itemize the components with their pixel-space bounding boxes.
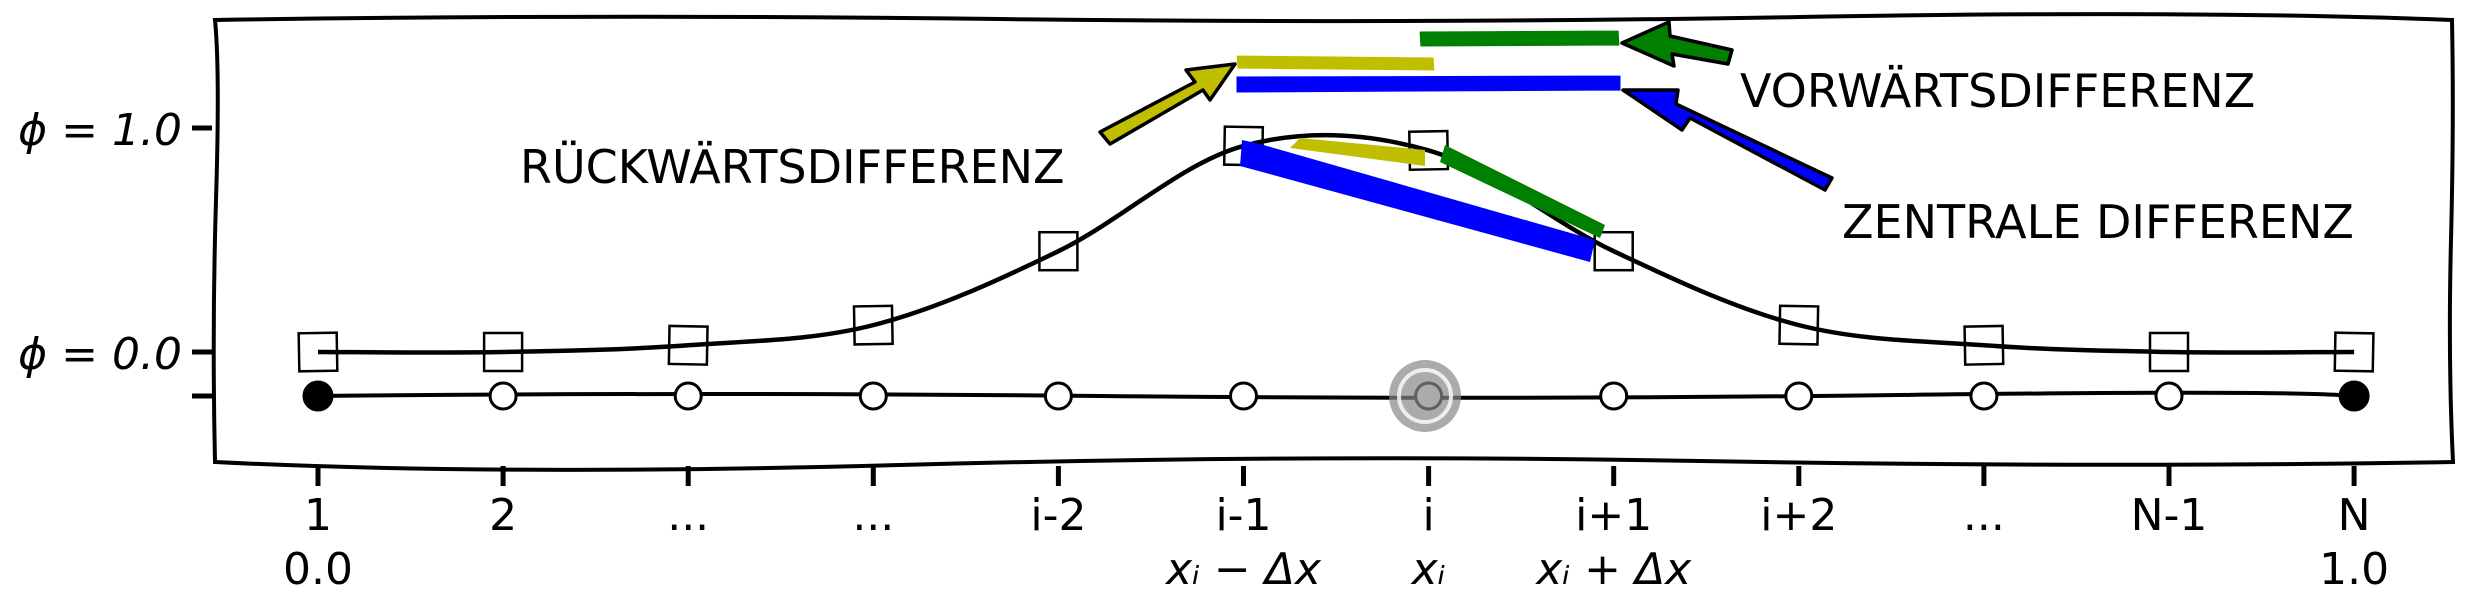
phi-marker bbox=[1038, 230, 1079, 272]
phi-marker bbox=[2148, 331, 2190, 373]
x-tick-label-coordinate: xᵢ + Δx bbox=[1534, 544, 1692, 595]
arrows bbox=[1098, 20, 1834, 192]
grid-node bbox=[1229, 381, 1258, 411]
x-axis: 10.0 2...... i-2 i-1xᵢ − Δx ixᵢ i+1xᵢ + Δx i+2… bbox=[283, 466, 2389, 595]
grid-node bbox=[488, 381, 518, 411]
phi-marker bbox=[852, 304, 894, 346]
grid-node bbox=[1043, 381, 1073, 411]
x-tick-label-index: i-2 bbox=[1030, 490, 1086, 541]
plot-frame bbox=[211, 12, 2456, 472]
grid-node bbox=[1599, 381, 1629, 411]
x-tick-label-index: i+1 bbox=[1575, 490, 1652, 541]
central-reference-bar bbox=[1233, 72, 1624, 96]
x-tick-label-index: 1 bbox=[304, 490, 332, 541]
x-tick-label-index: ... bbox=[1963, 490, 2005, 541]
x-tick-label-index: i+2 bbox=[1760, 490, 1837, 541]
central-difference-label: ZENTRALE DIFFERENZ bbox=[1842, 195, 2354, 249]
y-axis: ϕ = 1.0 ϕ = 0.0 bbox=[18, 105, 212, 399]
phi-marker bbox=[1593, 230, 1634, 272]
grid-node bbox=[673, 381, 703, 411]
x-tick-label-coordinate: 0.0 bbox=[283, 544, 353, 595]
x-tick-label-index: N bbox=[2338, 490, 2371, 541]
phi-markers bbox=[297, 125, 2375, 373]
x-tick-label-coordinate: 1.0 bbox=[2319, 544, 2389, 595]
phi-marker bbox=[482, 331, 524, 373]
y-tick-label-phi-0: ϕ = 0.0 bbox=[18, 329, 182, 380]
backward-reference-bar bbox=[1233, 52, 1438, 74]
phi-curve bbox=[317, 132, 2355, 355]
x-tick-label-coordinate: xᵢ bbox=[1410, 544, 1446, 595]
x-tick-label-index: ... bbox=[852, 490, 894, 541]
x-tick-label-index: N-1 bbox=[2131, 490, 2208, 541]
phi-marker bbox=[2333, 331, 2375, 373]
backward-difference-label: RÜCKWÄRTSDIFFERENZ bbox=[520, 140, 1065, 194]
grid-node bbox=[858, 381, 888, 411]
phi-marker bbox=[1778, 304, 1820, 346]
x-tick-label-index: i bbox=[1422, 490, 1434, 541]
x-tick-label-index: i-1 bbox=[1215, 490, 1271, 541]
phi-marker bbox=[1963, 324, 2005, 366]
y-tick-label-phi-1: ϕ = 1.0 bbox=[18, 105, 182, 156]
forward-arrow bbox=[1620, 20, 1734, 68]
x-tick-label-coordinate: xᵢ − Δx bbox=[1164, 544, 1322, 595]
x-tick-label-index: 2 bbox=[489, 490, 517, 541]
central-arrow bbox=[1621, 88, 1834, 192]
grid-node bbox=[1969, 381, 1999, 411]
difference-bands bbox=[1240, 138, 1605, 262]
current-node-highlight-ring bbox=[1397, 368, 1453, 424]
grid-node bbox=[302, 380, 334, 412]
backward-arrow bbox=[1098, 62, 1237, 146]
reference-bars bbox=[1233, 27, 1624, 96]
grid-axis-line bbox=[317, 390, 2353, 400]
grid-node bbox=[2338, 380, 2370, 412]
forward-difference-label: VORWÄRTSDIFFERENZ bbox=[1740, 64, 2255, 118]
central-slope-band bbox=[1240, 140, 1595, 262]
backward-slope-band bbox=[1290, 138, 1425, 166]
grid-node bbox=[2154, 381, 2184, 411]
x-tick-label-index: ... bbox=[667, 490, 709, 541]
phi-marker bbox=[667, 324, 709, 366]
grid-node bbox=[1784, 381, 1814, 411]
forward-reference-bar bbox=[1416, 27, 1623, 50]
forward-slope-band bbox=[1440, 145, 1605, 238]
phi-marker bbox=[297, 331, 339, 373]
grid-line bbox=[302, 380, 2370, 412]
